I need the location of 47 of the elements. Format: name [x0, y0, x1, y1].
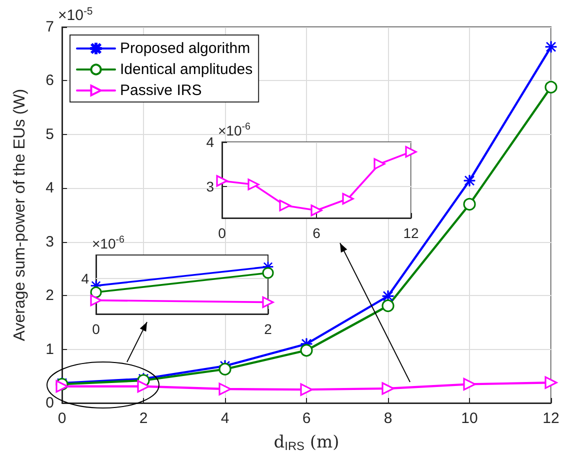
- point: [544, 80, 558, 94]
- point: [279, 200, 291, 212]
- annotation: 4: [81, 270, 90, 287]
- point: [56, 380, 68, 393]
- point: [218, 382, 232, 396]
- point: [463, 378, 476, 390]
- point: [216, 175, 228, 187]
- point: [382, 299, 394, 312]
- y-axis-title: Average sum-power of the EUs (W): [12, 88, 28, 342]
- x-axis-title: dIRS (m): [274, 432, 340, 453]
- y-tick-label: 2: [46, 287, 54, 304]
- point: [248, 178, 260, 190]
- point: [374, 158, 386, 170]
- x-tick-label: 6: [312, 225, 321, 241]
- legend-label: Passive IRS: [120, 82, 202, 99]
- x-tick-label: 0: [58, 410, 66, 427]
- x-tick-label: 8: [384, 410, 392, 427]
- x-tick-label: 4: [220, 410, 230, 427]
- point: [544, 376, 558, 389]
- x-tick-label: 10: [461, 410, 478, 427]
- y-tick-label: 0: [46, 394, 54, 412]
- point: [342, 192, 354, 205]
- point: [137, 380, 150, 393]
- y-tick-label: 1: [46, 340, 54, 358]
- y-tick-label: 3: [46, 233, 54, 250]
- x-tick-label: 2: [139, 410, 148, 427]
- y-tick-label: 6: [46, 72, 54, 90]
- legend-label: Identical amplitudes: [120, 61, 253, 78]
- x-tick-label: 6: [302, 410, 311, 427]
- point: [545, 41, 557, 53]
- point: [463, 198, 476, 211]
- point: [382, 382, 394, 395]
- point: [300, 344, 313, 357]
- y-tick-label: 7: [46, 18, 54, 36]
- y-tick-label: 3: [206, 178, 214, 195]
- legend-label: Proposed algorithm: [120, 40, 250, 57]
- point: [218, 362, 232, 376]
- point: [405, 146, 417, 158]
- x-tick-label: 0: [218, 225, 226, 241]
- point: [300, 383, 313, 396]
- point: [464, 174, 476, 186]
- y-tick-label: 5: [46, 126, 54, 143]
- x-tick-label: 12: [403, 225, 419, 241]
- y-tick-label: 4: [46, 180, 54, 197]
- x-tick-label: 12: [542, 410, 560, 427]
- point: [310, 204, 322, 216]
- point: [262, 267, 274, 279]
